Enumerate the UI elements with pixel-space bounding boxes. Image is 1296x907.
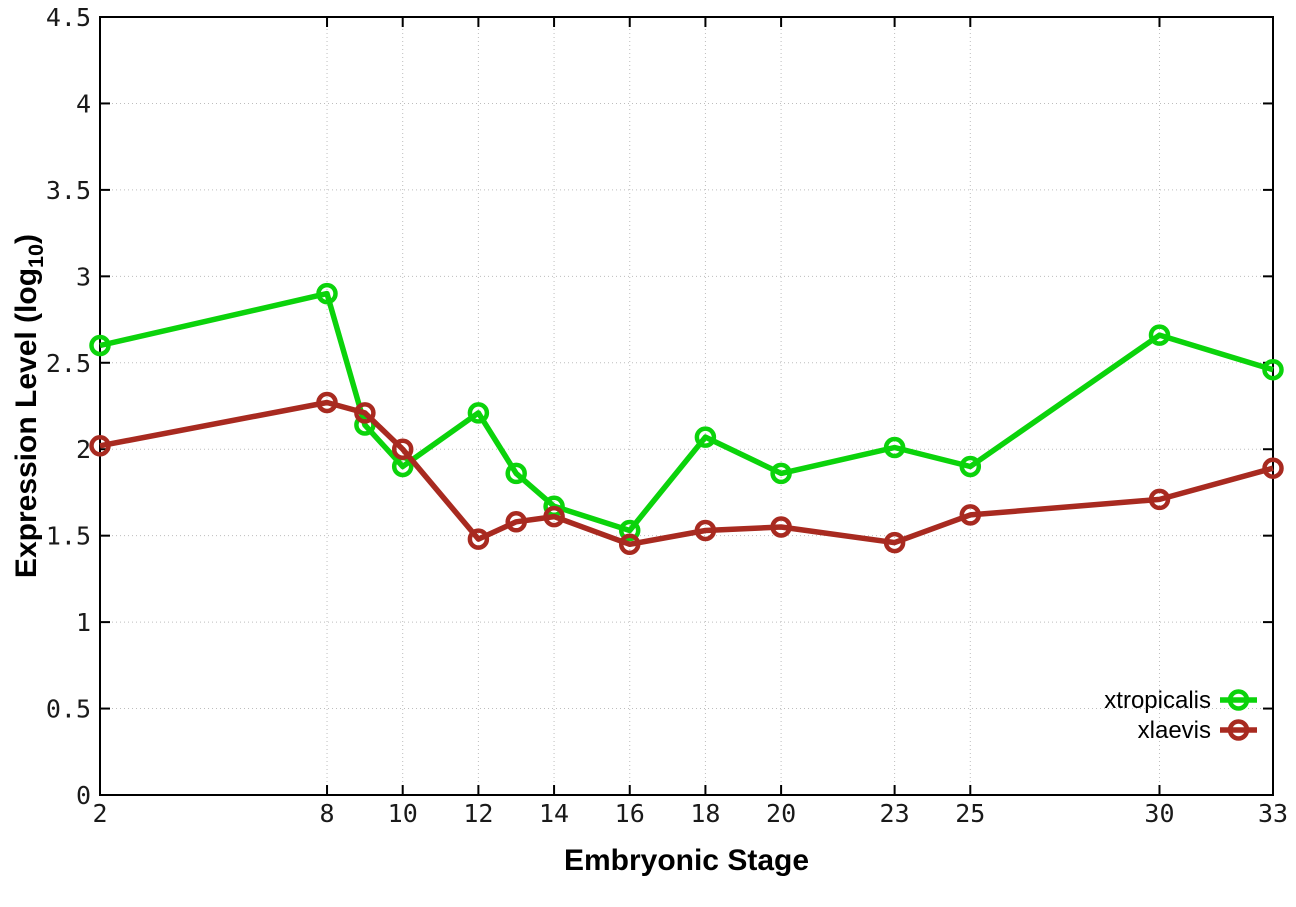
data-point-xtropicalis — [883, 436, 906, 459]
x-axis-tick-labels: 2 8 10 12 14 16 18 20 23 25 30 33 — [92, 799, 1288, 828]
legend-entry-xtropicalis: xtropicalis — [1104, 687, 1257, 714]
data-point-xlaevis — [883, 531, 906, 554]
legend-marker-sample — [1227, 719, 1250, 741]
y-tick-label: 4 — [76, 89, 91, 118]
data-point-xtropicalis — [467, 402, 490, 424]
data-point-xlaevis — [543, 505, 565, 528]
data-point-xtropicalis — [770, 462, 792, 485]
data-point-xlaevis — [316, 391, 338, 414]
series-xtropicalis — [89, 282, 1284, 542]
legend-marker-sample — [1227, 689, 1250, 711]
data-point-xtropicalis — [959, 455, 982, 478]
x-tick-label: 30 — [1144, 799, 1174, 828]
data-point-xlaevis — [618, 533, 641, 556]
x-tick-label: 33 — [1258, 799, 1288, 828]
x-tick-label: 14 — [539, 799, 569, 828]
y-tick-label: 0.5 — [46, 695, 91, 724]
series-xlaevis — [89, 391, 1284, 556]
x-tick-label: 12 — [463, 799, 493, 828]
data-point-xtropicalis — [618, 519, 641, 542]
y-tick-label: 1.5 — [46, 522, 91, 551]
x-tick-label: 8 — [320, 799, 335, 828]
data-point-xlaevis — [959, 504, 982, 526]
x-tick-label: 25 — [955, 799, 985, 828]
data-point-xtropicalis — [1148, 324, 1171, 346]
data-point-xtropicalis — [89, 334, 111, 357]
y-tick-label: 3 — [76, 262, 91, 291]
legend-entry-xlaevis: xlaevis — [1138, 717, 1257, 744]
data-point-xlaevis — [770, 516, 792, 538]
y-tick-label: 3.5 — [46, 176, 91, 205]
x-tick-label: 10 — [388, 799, 418, 828]
y-axis-tick-labels: 0 0.5 1 1.5 2 2.5 3 3.5 4 4.5 — [46, 3, 91, 810]
x-tick-label: 20 — [766, 799, 796, 828]
legend: xtropicalis xlaevis — [1104, 687, 1257, 744]
y-tick-label: 2 — [76, 435, 91, 464]
tick-marks — [99, 16, 1274, 796]
y-tick-label: 4.5 — [46, 3, 91, 32]
data-point-xlaevis — [467, 528, 490, 550]
series-line-xlaevis — [99, 399, 1274, 548]
data-point-xlaevis — [505, 511, 527, 533]
y-tick-label: 1 — [76, 608, 91, 637]
data-point-xlaevis — [1148, 488, 1171, 511]
y-axis-title-suffix: ) — [10, 233, 43, 244]
y-tick-label: 0 — [76, 781, 91, 810]
data-point-xtropicalis — [316, 282, 338, 305]
data-point-xlaevis — [391, 438, 414, 460]
x-axis-title: Embryonic Stage — [563, 844, 810, 877]
y-axis-title-subscript: 10 — [23, 243, 48, 268]
data-point-xtropicalis — [505, 462, 527, 485]
data-point-xlaevis — [89, 435, 111, 457]
data-point-xtropicalis — [694, 426, 717, 448]
data-point-xtropicalis — [1262, 358, 1284, 381]
y-tick-label: 2.5 — [46, 349, 91, 378]
plot-border — [99, 16, 1274, 796]
data-point-xlaevis — [1262, 457, 1284, 479]
x-tick-label: 2 — [92, 799, 107, 828]
legend-label-xtropicalis: xtropicalis — [1104, 687, 1211, 714]
y-axis-title-text: Expression Level (log — [10, 267, 43, 579]
data-point-xlaevis — [694, 519, 717, 542]
x-tick-label: 23 — [880, 799, 910, 828]
grid — [99, 16, 1274, 796]
x-tick-label: 18 — [690, 799, 720, 828]
data-point-xlaevis — [354, 402, 376, 424]
x-tick-label: 16 — [615, 799, 645, 828]
legend-label-xlaevis: xlaevis — [1138, 717, 1211, 744]
y-axis-title: Expression Level (log10) — [7, 106, 48, 706]
